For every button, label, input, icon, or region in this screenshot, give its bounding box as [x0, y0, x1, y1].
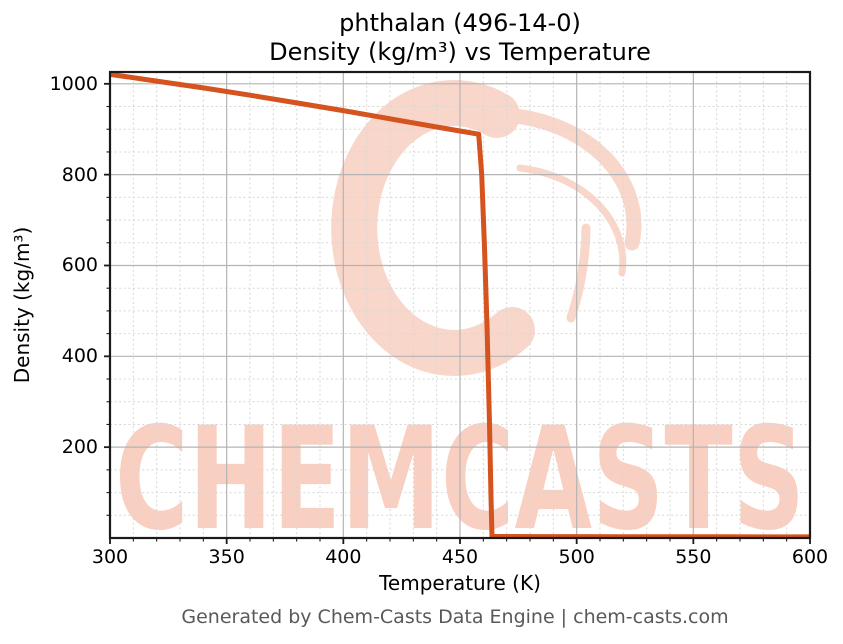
x-tick-label: 550	[675, 546, 712, 568]
chart-title-compound: phthalan (496-14-0)	[339, 9, 581, 37]
chemcasts-swirl-watermark-icon	[331, 80, 642, 376]
x-tick-label: 500	[558, 546, 595, 568]
major-gridlines	[110, 72, 810, 538]
y-tick-label: 800	[61, 163, 98, 186]
y-tick-label: 600	[61, 254, 98, 277]
chart-title-property: Density (kg/m³) vs Temperature	[269, 38, 651, 66]
x-tick-label: 300	[91, 546, 129, 568]
y-tick-label: 400	[61, 345, 98, 368]
x-tick-label: 350	[208, 546, 245, 568]
y-axis-label: Density (kg/m³)	[10, 226, 34, 384]
y-tick-label: 200	[61, 436, 98, 459]
footer-credit: Generated by Chem-Casts Data Engine | ch…	[181, 606, 729, 628]
x-tick-label: 400	[325, 546, 362, 568]
x-tick-label: 450	[441, 546, 479, 568]
x-tick-label: 600	[791, 546, 829, 568]
density-vs-temperature-line	[110, 72, 810, 538]
y-tick-label: 1000	[49, 72, 98, 95]
axis-ticks	[104, 82, 811, 544]
x-axis-label: Temperature (K)	[379, 571, 541, 595]
